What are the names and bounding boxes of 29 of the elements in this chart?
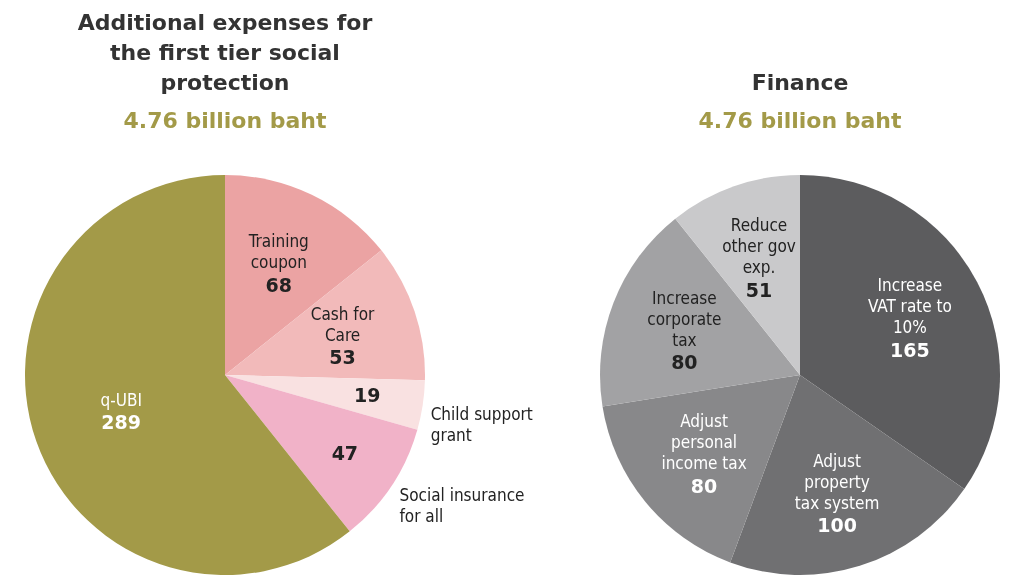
data-label: 68 bbox=[265, 273, 293, 296]
chart-subtitle: 4.76 billion baht bbox=[698, 108, 903, 133]
data-label: 100 bbox=[817, 514, 857, 537]
slice-label: Adjust property tax system bbox=[794, 450, 880, 513]
chart-title: Finance bbox=[751, 70, 849, 95]
data-label: 80 bbox=[690, 474, 718, 497]
slice-label: Cash for Care bbox=[310, 303, 376, 345]
pie-slice bbox=[225, 175, 382, 375]
data-label: 47 bbox=[331, 442, 359, 465]
data-label: 289 bbox=[101, 411, 142, 434]
chart-title: Additional expenses for the first tier social protection bbox=[77, 10, 373, 95]
data-label: 51 bbox=[745, 278, 773, 301]
slice-label: Child support grant bbox=[430, 404, 533, 446]
slice-label: Adjust personal income tax bbox=[661, 411, 747, 474]
slice-label: Increase VAT rate to 10% bbox=[867, 275, 952, 338]
pie-slice bbox=[600, 218, 800, 407]
data-label: 53 bbox=[329, 346, 356, 369]
slice-label: q-UBI bbox=[100, 389, 142, 410]
pie-slice bbox=[800, 175, 1000, 490]
chart-subtitle: 4.76 billion baht bbox=[123, 108, 328, 133]
data-label: 19 bbox=[354, 384, 381, 407]
slice-label: Training coupon bbox=[247, 231, 309, 273]
pie-slice bbox=[225, 375, 425, 430]
slice-label: Social insurance for all bbox=[399, 484, 525, 526]
data-label: 80 bbox=[671, 351, 698, 374]
data-label: 165 bbox=[890, 338, 930, 361]
slice-label: Increase corporate tax bbox=[647, 287, 722, 350]
pie-slice bbox=[225, 250, 425, 381]
slice-label: Reduce other gov exp. bbox=[722, 215, 796, 278]
